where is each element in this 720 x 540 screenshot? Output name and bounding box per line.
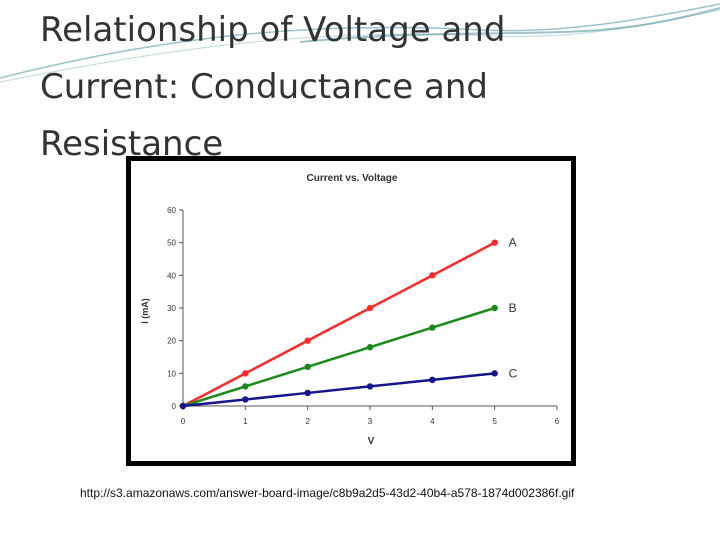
- series-label-A: A: [509, 236, 517, 250]
- source-url-caption: http://s3.amazonaws.com/answer-board-ima…: [80, 486, 575, 500]
- x-tick-label: 6: [555, 417, 560, 426]
- x-tick-label: 2: [305, 417, 310, 426]
- data-point-B: [304, 363, 311, 370]
- current-vs-voltage-chart: Current vs. Voltage I (mA) V 0 1 2 3 4 5 60102…: [131, 161, 571, 461]
- slide-title-line: Relationship of Voltage and: [40, 10, 506, 50]
- x-tick-label: 3: [368, 417, 373, 426]
- data-point-C: [491, 370, 498, 377]
- data-point-C: [242, 396, 249, 403]
- chart-image-frame: Current vs. Voltage I (mA) V 0 1 2 3 4 5 6 0 10 2…: [126, 156, 576, 466]
- x-tick-label: 5: [492, 417, 497, 426]
- series-label-B: B: [509, 301, 517, 315]
- y-tick-label: 50: [167, 239, 176, 248]
- chart-title: Current vs. Voltage: [307, 173, 398, 184]
- data-point-A: [242, 370, 249, 377]
- y-tick-label: 0: [172, 402, 177, 411]
- series-line-C: [182, 372, 495, 408]
- series-label-C: C: [509, 366, 518, 380]
- x-tick-label: 4: [430, 417, 435, 426]
- y-tick-label: 10: [167, 369, 176, 378]
- chart-y-axis-label: I (mA): [140, 298, 150, 324]
- data-point-B: [242, 383, 249, 390]
- data-point-A: [429, 272, 436, 279]
- data-point-A: [491, 239, 498, 246]
- y-tick-label: 20: [167, 337, 176, 346]
- data-point-C: [429, 376, 436, 384]
- data-point-A: [304, 337, 311, 344]
- data-point-B: [491, 304, 498, 312]
- data-point-C: [366, 383, 374, 390]
- y-tick-label: 40: [167, 271, 176, 280]
- header-wave-decoration: [0, 3, 720, 83]
- data-point-C: [304, 389, 311, 397]
- chart-x-axis-label: V: [368, 436, 375, 447]
- slide-title-line: Current: Conductance and: [40, 67, 488, 107]
- x-tick-label: 1: [243, 417, 248, 426]
- series-line-A: [182, 241, 496, 408]
- chart-background: [131, 161, 571, 461]
- slide-title: Relationship of Voltage and Current: Con…: [40, 2, 680, 173]
- data-point-B: [366, 344, 374, 351]
- y-tick-label: 30: [167, 304, 176, 313]
- data-point-B: [429, 324, 436, 331]
- series-line-B: [182, 306, 496, 408]
- data-point-C: [179, 402, 187, 410]
- y-tick-label: 60: [167, 206, 176, 215]
- data-point-A: [366, 304, 374, 312]
- x-tick-label: 0: [181, 417, 186, 426]
